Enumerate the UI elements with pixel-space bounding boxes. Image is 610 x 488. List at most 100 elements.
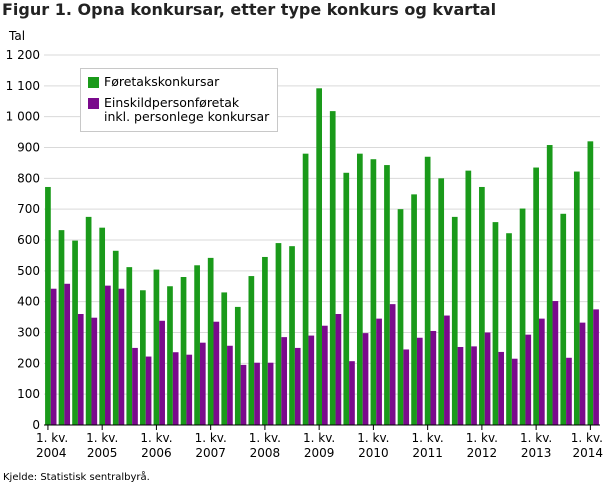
bar-einskild xyxy=(50,288,57,425)
bar-foretak xyxy=(234,306,241,425)
bar-foretak xyxy=(438,178,445,425)
bar-foretak xyxy=(356,153,363,426)
x-tick-label: 2013 xyxy=(521,446,552,460)
x-tick-label: 1. kv. xyxy=(466,431,498,445)
bar-foretak xyxy=(465,170,472,426)
bar-foretak xyxy=(153,269,160,425)
bar-foretak xyxy=(397,209,404,425)
legend-label-line1: Einskildpersonføretak xyxy=(104,95,240,110)
bar-foretak xyxy=(180,277,187,425)
x-tick-label: 2010 xyxy=(358,446,389,460)
x-tick-label: 1. kv. xyxy=(36,431,68,445)
x-tick-label: 1. kv. xyxy=(520,431,552,445)
bar-einskild xyxy=(118,288,125,425)
bar-einskild xyxy=(538,318,545,426)
legend-swatch-purple xyxy=(88,98,99,109)
source-note: Kjelde: Statistisk sentralbyrå. xyxy=(3,472,150,483)
x-tick-label: 2014 xyxy=(572,446,603,460)
y-tick-label: 300 xyxy=(17,326,40,340)
bar-einskild xyxy=(362,333,369,425)
bar-foretak xyxy=(262,256,268,425)
legend-item-einskild: Einskildpersonføretak inkl. personlege k… xyxy=(88,96,269,124)
x-tick-label: 1. kv. xyxy=(303,431,335,445)
bar-foretak xyxy=(112,250,119,425)
x-tick-label: 2008 xyxy=(250,446,281,460)
bar-foretak xyxy=(329,111,336,426)
bar-foretak xyxy=(370,159,377,425)
bar-einskild xyxy=(64,283,71,425)
bar-einskild xyxy=(376,318,382,426)
x-tick-label: 1. kv. xyxy=(412,431,444,445)
bar-einskild xyxy=(579,322,586,425)
bar-foretak xyxy=(560,213,567,425)
bar-foretak xyxy=(99,227,106,425)
bar-einskild xyxy=(240,364,247,426)
bar-einskild xyxy=(457,346,464,425)
y-tick-label: 400 xyxy=(17,295,40,309)
y-tick-label: 1 200 xyxy=(6,48,40,62)
y-tick-label: 1 000 xyxy=(6,110,40,124)
bar-foretak xyxy=(140,290,146,425)
bar-foretak xyxy=(207,257,214,425)
bar-einskild xyxy=(77,314,84,425)
bar-einskild xyxy=(498,351,504,425)
bars xyxy=(45,88,599,426)
y-tick-label: 100 xyxy=(17,387,40,401)
x-tick-label: 2004 xyxy=(36,446,67,460)
y-tick-label: 500 xyxy=(17,264,40,278)
bar-foretak xyxy=(289,246,295,425)
bar-einskild xyxy=(322,325,328,425)
bar-einskild xyxy=(389,304,396,425)
bar-einskild xyxy=(159,320,165,425)
bar-einskild xyxy=(349,361,355,425)
y-tick-label: 0 xyxy=(32,418,40,432)
bar-foretak xyxy=(424,156,431,425)
x-tick-label: 1. kv. xyxy=(571,431,603,445)
bar-einskild xyxy=(267,362,274,425)
bar-foretak xyxy=(411,194,417,425)
legend-item-foretak: Føretakskonkursar xyxy=(88,75,219,89)
bar-foretak xyxy=(167,286,173,425)
bar-foretak xyxy=(533,167,539,426)
bar-einskild xyxy=(172,352,179,425)
legend-label-foretak: Føretakskonkursar xyxy=(104,74,220,89)
bar-foretak xyxy=(451,216,458,426)
x-tick-label: 2009 xyxy=(304,446,335,460)
bar-foretak xyxy=(72,240,78,425)
bar-foretak xyxy=(221,292,228,425)
bar-foretak xyxy=(479,186,485,425)
bar-foretak xyxy=(58,230,65,425)
bar-foretak xyxy=(384,165,390,425)
bar-einskild xyxy=(484,332,491,425)
y-axis-unit-label: Tal xyxy=(9,29,26,43)
x-tick-label: 2011 xyxy=(412,446,443,460)
bar-einskild xyxy=(335,314,342,425)
bar-foretak xyxy=(316,88,322,426)
x-tick-label: 1. kv. xyxy=(195,431,227,445)
bar-foretak xyxy=(587,141,594,425)
bar-foretak xyxy=(492,222,499,425)
legend-label-einskild: Einskildpersonføretak inkl. personlege k… xyxy=(104,96,269,124)
bar-foretak xyxy=(519,208,526,425)
bar-foretak xyxy=(85,216,92,426)
legend-swatch-green xyxy=(88,77,99,88)
bar-foretak xyxy=(126,267,133,425)
bar-foretak xyxy=(248,276,255,425)
bar-einskild xyxy=(403,349,410,425)
bar-foretak xyxy=(573,171,580,425)
chart-title: Figur 1. Opna konkursar, etter type konk… xyxy=(2,0,497,19)
bar-einskild xyxy=(430,330,437,425)
bar-foretak xyxy=(343,172,350,425)
bar-einskild xyxy=(308,335,315,425)
legend-label-line2: inkl. personlege konkursar xyxy=(104,109,270,124)
bar-einskild xyxy=(471,346,477,426)
x-tick-label: 1. kv. xyxy=(249,431,281,445)
x-tick-label: 2007 xyxy=(195,446,226,460)
bar-einskild xyxy=(416,337,423,425)
bar-einskild xyxy=(105,285,111,425)
bar-einskild xyxy=(593,309,599,426)
y-tick-label: 600 xyxy=(17,233,40,247)
bar-einskild xyxy=(199,342,206,425)
